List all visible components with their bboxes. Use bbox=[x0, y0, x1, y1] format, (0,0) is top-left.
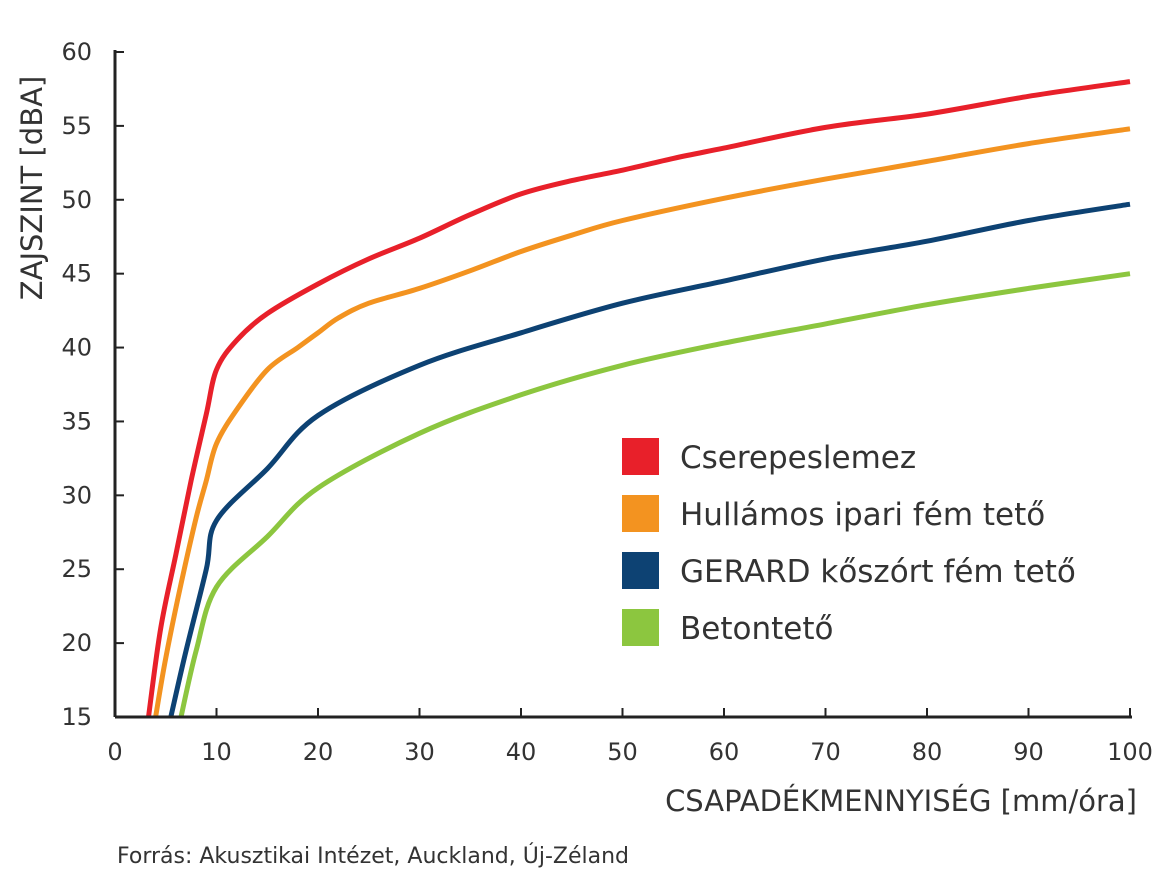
y-axis-title: ZAJSZINT [dBA] bbox=[15, 76, 49, 300]
x-tick-label: 20 bbox=[303, 738, 334, 766]
x-axis-title: CSAPADÉKMENNYISÉG [mm/óra] bbox=[665, 784, 1137, 818]
x-tick-label: 80 bbox=[912, 738, 943, 766]
y-tick-label: 15 bbox=[61, 703, 92, 731]
x-tick-label: 50 bbox=[607, 738, 638, 766]
y-tick-label: 45 bbox=[61, 260, 92, 288]
y-tick-label: 30 bbox=[61, 481, 92, 509]
x-tick-label: 40 bbox=[506, 738, 537, 766]
y-tick-label: 25 bbox=[61, 555, 92, 583]
x-tick-label: 10 bbox=[201, 738, 232, 766]
series-line-2 bbox=[153, 126, 1131, 717]
series-lines bbox=[146, 79, 1131, 717]
y-tick-labels: 15 20 25 30 35 40 45 50 55 60 bbox=[61, 38, 92, 731]
series-line-4 bbox=[178, 271, 1131, 717]
x-tick-label: 30 bbox=[404, 738, 435, 766]
legend-label: GERARD kőszórt fém tető bbox=[680, 554, 1076, 590]
x-tick-label: 0 bbox=[107, 738, 122, 766]
y-tick-label: 40 bbox=[61, 334, 92, 362]
x-tick-label: 70 bbox=[810, 738, 841, 766]
y-tick-label: 50 bbox=[61, 186, 92, 214]
y-tick-label: 55 bbox=[61, 112, 92, 140]
legend: Cserepeslemez Hullámos ipari fém tető GERA… bbox=[622, 438, 1076, 647]
legend-label: Betontető bbox=[680, 611, 833, 647]
y-tick-label: 60 bbox=[61, 38, 92, 66]
x-tick-label: 100 bbox=[1107, 738, 1153, 766]
series-line-1 bbox=[146, 79, 1131, 717]
legend-swatch bbox=[622, 438, 659, 475]
x-tick-labels: 0 10 20 30 40 50 60 70 80 90 100 bbox=[107, 738, 1153, 766]
legend-swatch bbox=[622, 609, 659, 646]
y-tick-label: 20 bbox=[61, 629, 92, 657]
legend-swatch bbox=[622, 552, 659, 589]
series-line-3 bbox=[168, 201, 1131, 717]
y-tick-label: 35 bbox=[61, 407, 92, 435]
source-note: Forrás: Akusztikai Intézet, Auckland, Új… bbox=[117, 843, 629, 869]
legend-label: Cserepeslemez bbox=[680, 440, 916, 476]
x-tick-label: 60 bbox=[709, 738, 740, 766]
legend-swatch bbox=[622, 495, 659, 532]
x-tick-label: 90 bbox=[1013, 738, 1044, 766]
legend-label: Hullámos ipari fém tető bbox=[680, 497, 1045, 533]
